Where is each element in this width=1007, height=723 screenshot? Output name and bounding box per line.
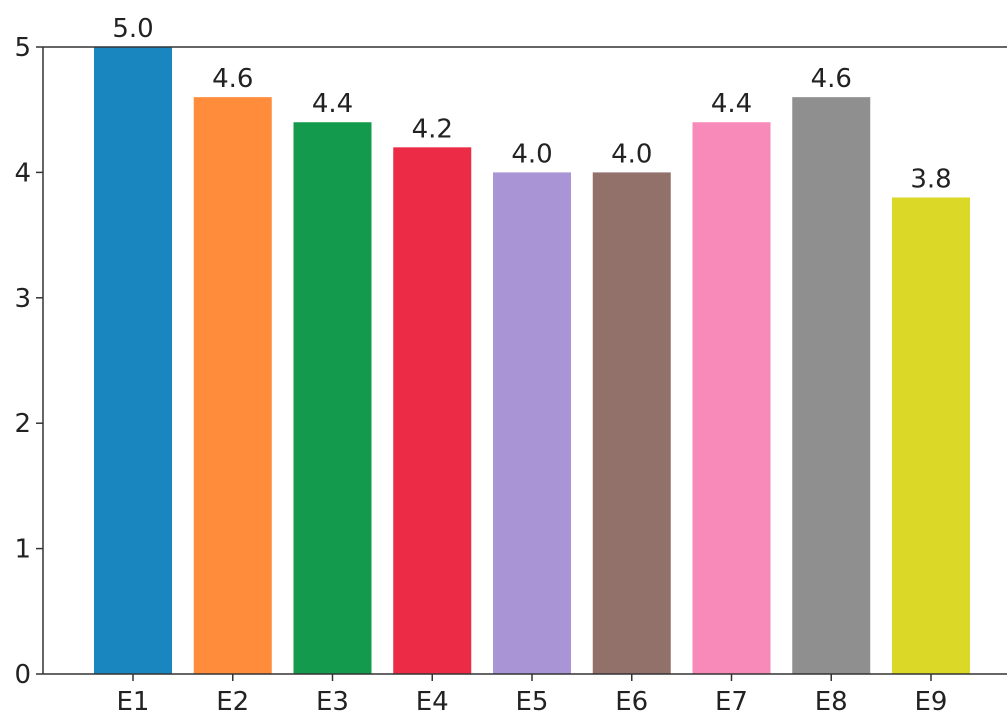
- data-label-e2: 4.6: [212, 64, 253, 94]
- y-ticks-group: 0 1 2 3 4 5: [14, 33, 43, 690]
- bar-e9: [892, 197, 970, 675]
- data-label-e7: 4.4: [711, 89, 752, 119]
- y-tick-label: 1: [14, 535, 31, 565]
- x-ticks-group: E1 E2 E3 E4 E5 E6 E7 E8 E9: [117, 674, 948, 717]
- bar-e4: [393, 147, 472, 674]
- y-tick-label: 2: [14, 409, 31, 439]
- x-tick-label-e9: E9: [915, 687, 948, 717]
- y-tick-label: 4: [14, 158, 31, 188]
- x-tick-label-e3: E3: [316, 687, 349, 717]
- bar-e8: [792, 97, 871, 674]
- bar-e1: [94, 47, 172, 674]
- x-tick-label-e1: E1: [117, 687, 150, 717]
- bar-e3: [293, 122, 372, 675]
- x-tick-label-e7: E7: [715, 687, 748, 717]
- y-tick-label: 3: [14, 284, 31, 314]
- data-label-e8: 4.6: [811, 64, 852, 94]
- y-tick-label: 0: [14, 660, 31, 690]
- bar-e2: [193, 97, 272, 674]
- x-tick-label-e5: E5: [516, 687, 549, 717]
- data-label-e4: 4.2: [412, 114, 453, 144]
- y-tick-label: 5: [14, 33, 31, 63]
- data-label-e9: 3.8: [910, 164, 951, 194]
- bars-group: [94, 47, 970, 675]
- x-tick-label-e4: E4: [416, 687, 449, 717]
- data-label-e3: 4.4: [312, 89, 353, 119]
- axes-group: [42, 46, 1007, 675]
- bar-e5: [493, 172, 571, 674]
- x-tick-label-e2: E2: [216, 687, 249, 717]
- bar-e6: [592, 172, 671, 674]
- data-label-e6: 4.0: [611, 139, 652, 169]
- x-tick-label-e6: E6: [615, 687, 648, 717]
- data-labels-group: 5.0 4.6 4.4 4.2 4.0 4.0 4.4 4.6 3.8: [112, 14, 951, 194]
- data-label-e5: 4.0: [511, 139, 552, 169]
- data-label-e1: 5.0: [112, 14, 153, 44]
- x-tick-label-e8: E8: [815, 687, 848, 717]
- bar-e7: [692, 122, 771, 675]
